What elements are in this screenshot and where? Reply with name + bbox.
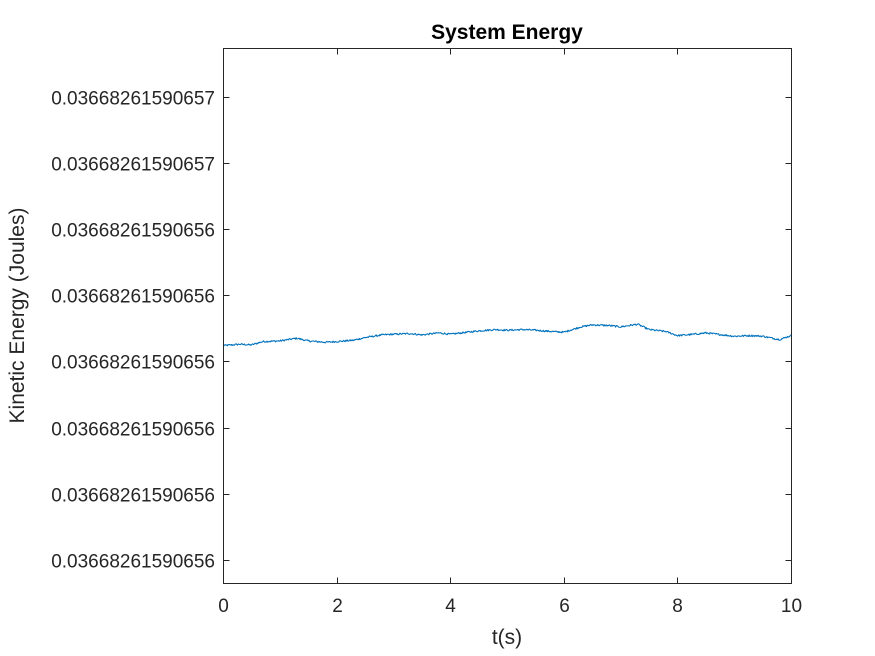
plot-area (223, 48, 791, 583)
x-axis-label: t(s) (492, 626, 522, 649)
x-tick-label: 8 (672, 596, 683, 617)
x-tick-label: 4 (445, 596, 456, 617)
x-tick-label: 0 (218, 596, 229, 617)
axes-frame (223, 48, 792, 584)
y-tick-label: 0.03668261590657 (51, 89, 215, 110)
x-tick-label: 2 (332, 596, 343, 617)
series-layer (222, 323, 792, 347)
y-tick-label: 0.03668261590656 (51, 221, 215, 242)
y-tick-label: 0.03668261590656 (51, 486, 215, 507)
y-tick-label: 0.03668261590656 (51, 353, 215, 374)
y-tick-label: 0.03668261590657 (51, 155, 215, 176)
x-tick-label: 6 (559, 596, 570, 617)
x-tick-label: 10 (781, 596, 802, 617)
tick-labels: 0 2 4 6 8 10 0.03668261590657 0.03668261590657 0… (51, 89, 802, 618)
y-tick-label: 0.03668261590656 (51, 287, 215, 308)
series-line (222, 323, 792, 347)
y-axis-label: Kinetic Energy (Joules) (6, 208, 29, 424)
y-tick-label: 0.03668261590656 (51, 420, 215, 441)
chart-title: System Energy (431, 21, 583, 44)
y-tick-label: 0.03668261590656 (51, 552, 215, 573)
